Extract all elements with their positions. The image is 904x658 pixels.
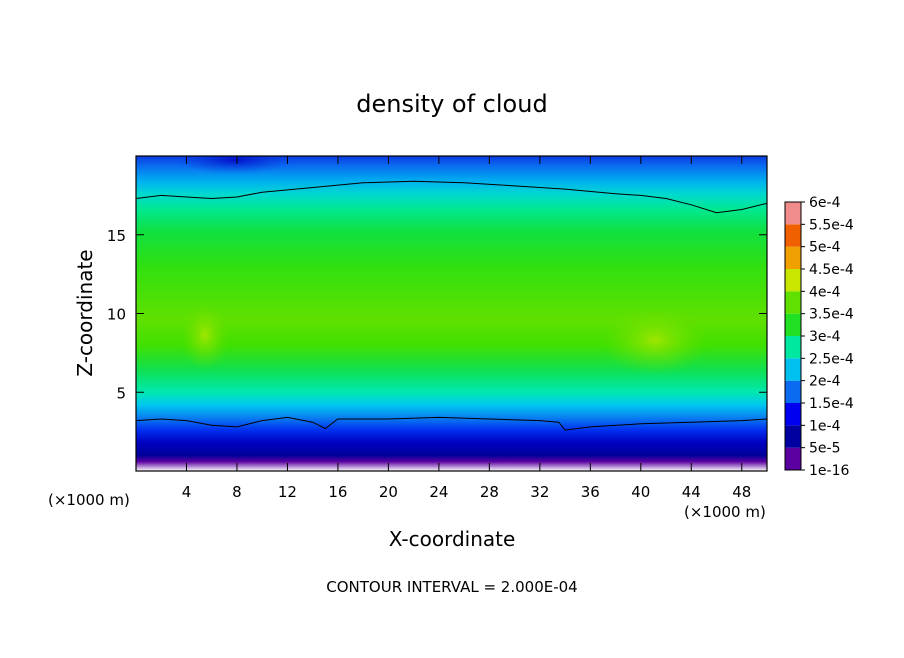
colorbar-swatch — [785, 358, 801, 381]
plot-area — [136, 156, 767, 471]
x-tick-label: 28 — [480, 483, 499, 501]
colorbar-swatch — [785, 313, 801, 336]
x-tick-label: 40 — [631, 483, 650, 501]
colorbar-label: 4e-4 — [809, 284, 841, 300]
colorbar-swatch — [785, 447, 801, 470]
colorbar-label: 2e-4 — [809, 374, 841, 390]
x-unit-right: (×1000 m) — [684, 503, 766, 521]
colorbar-label: 5.5e-4 — [809, 217, 854, 233]
colorbar-swatch — [785, 224, 801, 247]
colorbar-swatch — [785, 269, 801, 292]
x-tick-label: 24 — [429, 483, 448, 501]
contour-line — [136, 416, 767, 431]
x-tick-label: 20 — [379, 483, 398, 501]
colorbar-swatch — [785, 380, 801, 403]
density-low-region-top — [175, 156, 295, 174]
colorbar-label: 2.5e-4 — [809, 351, 854, 367]
x-axis-ticks: 4 8 12 16 20 24 28 32 36 40 44 48 — [182, 156, 751, 501]
x-tick-label: 8 — [232, 483, 242, 501]
colorbar-label: 5e-5 — [809, 441, 840, 457]
x-tick-label: 48 — [732, 483, 751, 501]
x-tick-label: 36 — [581, 483, 600, 501]
colorbar-label: 1.5e-4 — [809, 396, 854, 412]
contour-lines — [136, 180, 767, 431]
contour-line — [136, 180, 767, 214]
y-tick-label: 5 — [116, 384, 126, 402]
y-tick-label: 10 — [107, 306, 126, 324]
y-axis-ticks: 5 10 15 — [107, 227, 767, 402]
density-maximum-region — [600, 305, 710, 375]
density-maximum-region-left — [180, 300, 230, 370]
colorbar-swatch — [785, 336, 801, 359]
colorbar-label: 4.5e-4 — [809, 262, 854, 278]
x-axis-label: X-coordinate — [389, 527, 516, 551]
colorbar-label: 1e-4 — [809, 418, 841, 434]
colorbar-swatch — [785, 246, 801, 269]
x-tick-label: 4 — [182, 483, 192, 501]
x-tick-label: 16 — [328, 483, 347, 501]
colorbar-label: 3.5e-4 — [809, 307, 854, 323]
colorbar-swatch — [785, 425, 801, 448]
colorbar-label: 1e-16 — [809, 463, 849, 479]
colorbar: 1e-16 5e-5 1e-4 1.5e-4 2e-4 2.5e-4 3e-4 3.5e-4 4… — [784, 195, 854, 479]
y-tick-label: 15 — [107, 227, 126, 245]
x-tick-label: 12 — [278, 483, 297, 501]
colorbar-label: 6e-4 — [809, 195, 841, 211]
x-unit-left: (×1000 m) — [48, 491, 130, 509]
x-tick-label: 32 — [530, 483, 549, 501]
x-tick-label: 44 — [682, 483, 701, 501]
colorbar-label: 5e-4 — [809, 240, 841, 256]
chart-title: density of cloud — [356, 90, 547, 118]
colorbar-swatch — [785, 202, 801, 225]
colorbar-swatch — [785, 291, 801, 314]
colorbar-label: 3e-4 — [809, 329, 841, 345]
y-axis-label: Z-coordinate — [73, 249, 97, 376]
contour-interval-note: CONTOUR INTERVAL = 2.000E-04 — [326, 578, 577, 596]
colorbar-swatch — [785, 403, 801, 426]
